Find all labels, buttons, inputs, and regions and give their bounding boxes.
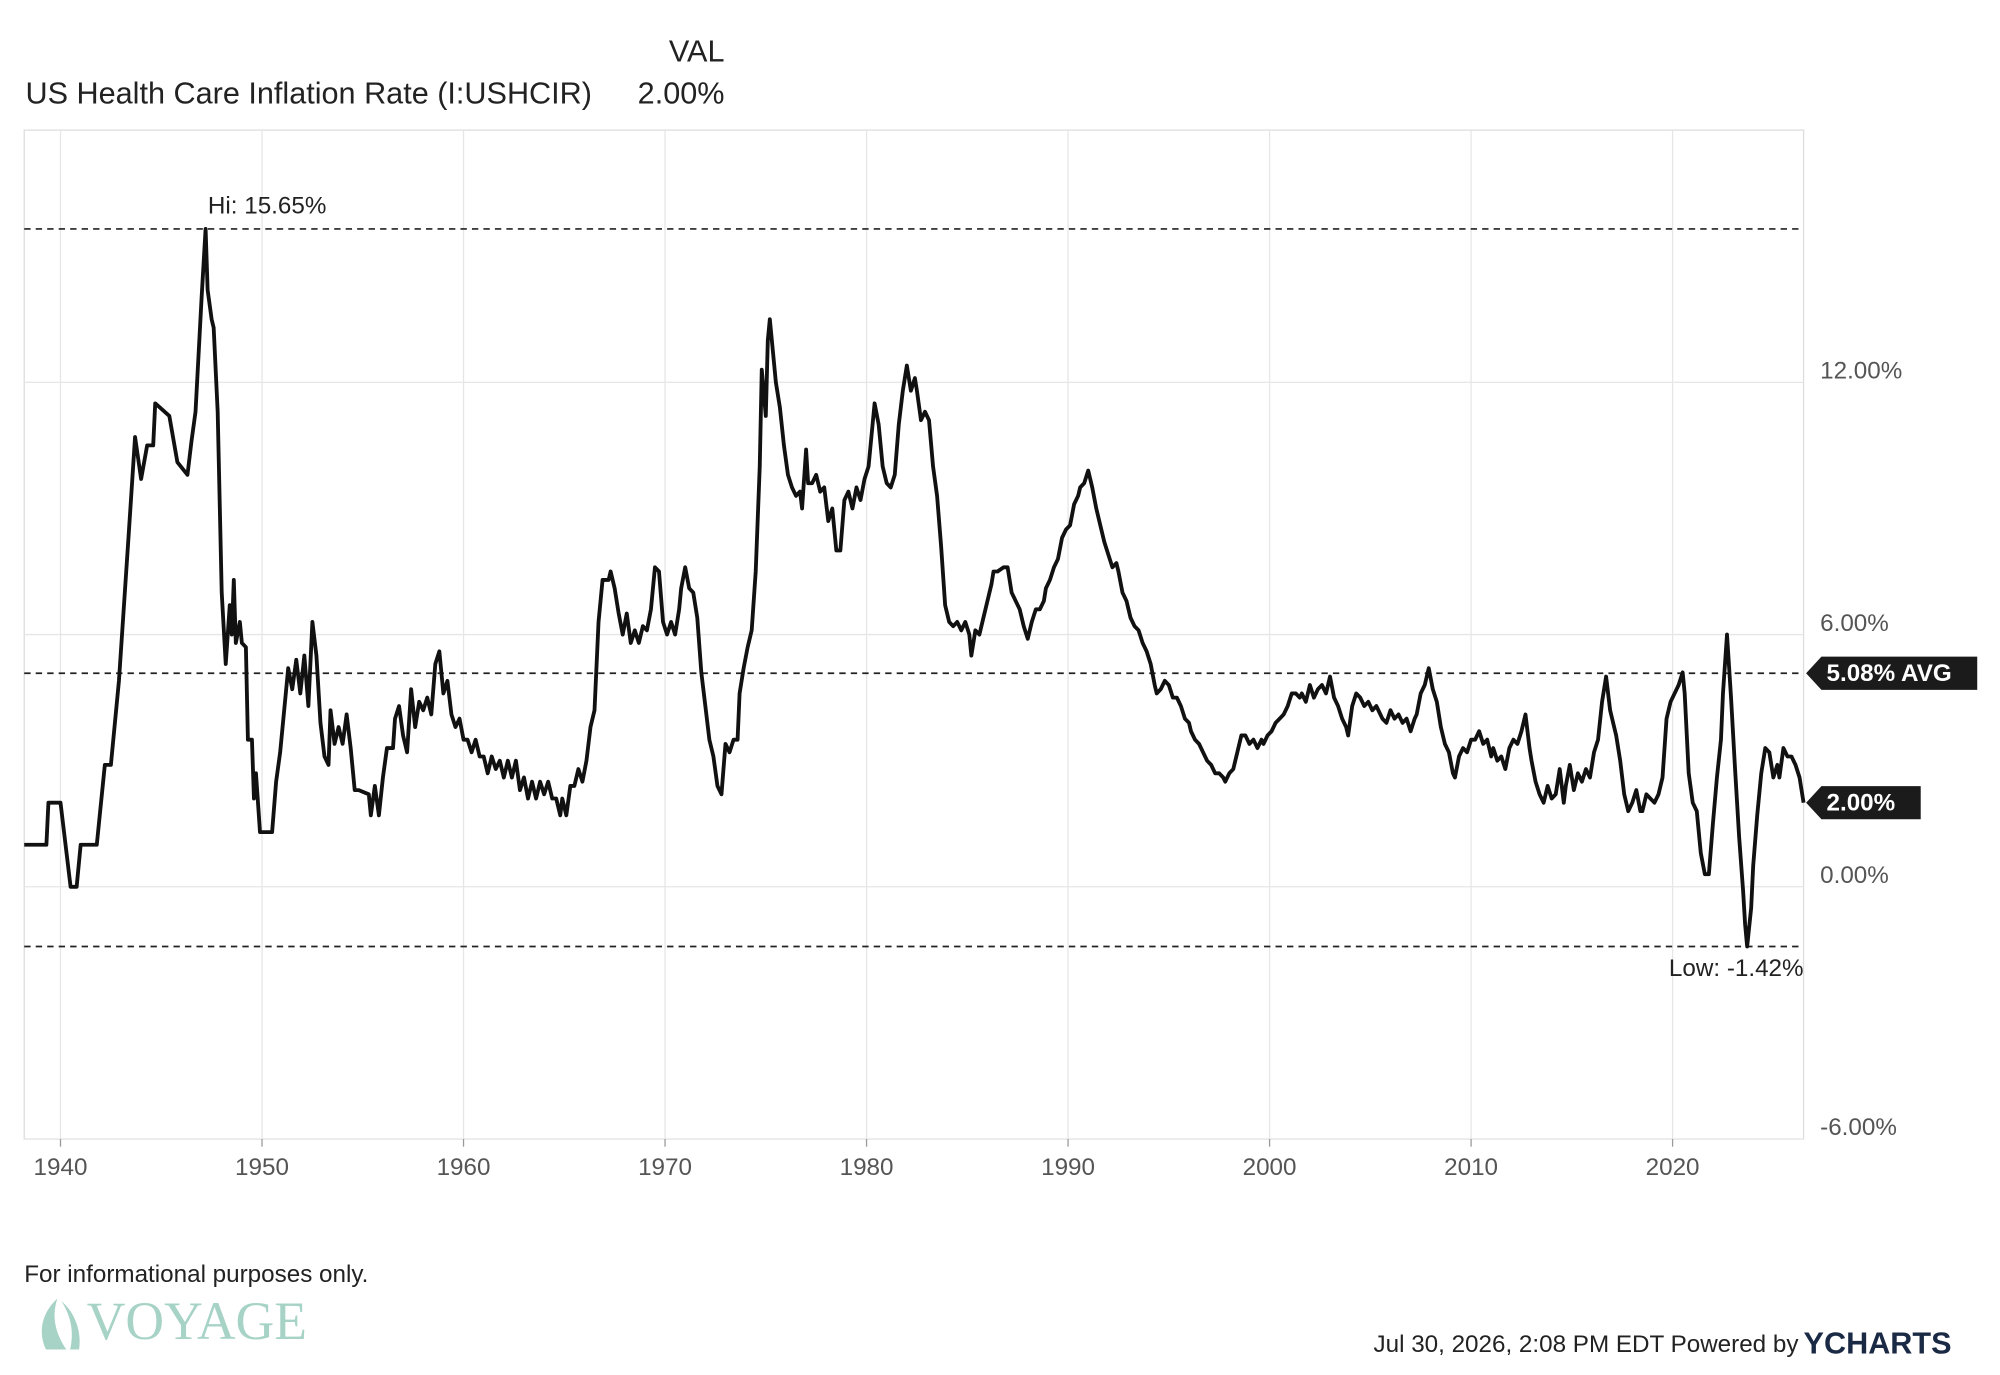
logo: VOYAGE	[87, 1291, 307, 1351]
last-badge-bg	[1806, 786, 1921, 820]
x-tick-label: 1940	[34, 1154, 88, 1181]
logo-sail	[41, 1298, 80, 1350]
legend-value: 2.00%	[638, 77, 725, 111]
x-tick-label: 1980	[840, 1154, 894, 1181]
y-tick-label: 0.00%	[1820, 862, 1889, 889]
high-label: Hi: 15.65%	[208, 193, 326, 220]
y-tick-label: 6.00%	[1820, 610, 1889, 637]
x-tick-label: 2000	[1243, 1154, 1297, 1181]
x-tick-label: 1990	[1041, 1154, 1095, 1181]
footnote: For informational purposes only.	[24, 1261, 368, 1288]
legend-header: VAL	[669, 35, 725, 69]
y-tick-label: -6.00%	[1820, 1114, 1897, 1141]
average-badge-bg	[1806, 656, 1978, 690]
brand: YCHARTS	[1804, 1327, 1952, 1361]
series-line	[24, 226, 1806, 949]
x-tick-label: 1970	[638, 1154, 692, 1181]
timestamp: Jul 30, 2026, 2:08 PM EDT Powered by	[1374, 1331, 1800, 1358]
x-tick-label: 2020	[1646, 1154, 1700, 1181]
x-tick-label: 1950	[235, 1154, 289, 1181]
y-tick-label: 12.00%	[1820, 358, 1902, 385]
average-badge: 5.08% AVG	[1827, 660, 1952, 687]
last-badge: 2.00%	[1827, 789, 1896, 816]
x-tick-label: 2010	[1444, 1154, 1498, 1181]
x-tick-label: 1960	[437, 1154, 491, 1181]
legend-name: US Health Care Inflation Rate (I:USHCIR)	[26, 77, 592, 111]
low-label: Low: -1.42%	[1669, 955, 1804, 982]
